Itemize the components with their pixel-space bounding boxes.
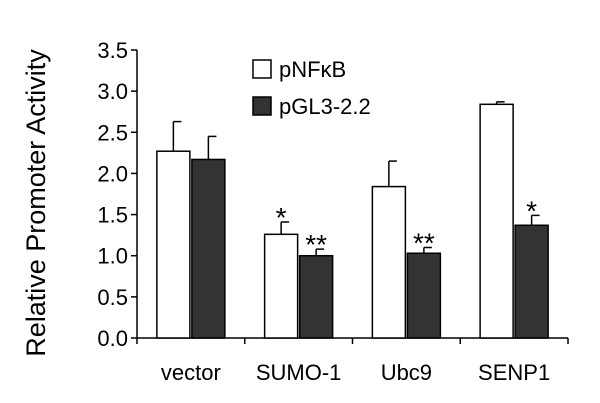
- x-category-label: SUMO-1: [256, 360, 342, 385]
- y-tick-label: 3.0: [97, 79, 128, 104]
- significance-marker: *: [276, 202, 287, 233]
- y-tick-label: 2.5: [97, 120, 128, 145]
- bars: *** ***: [156, 101, 549, 339]
- x-category-label: SENP1: [478, 360, 550, 385]
- y-tick-label: 0.0: [97, 326, 128, 351]
- y-tick-label: 1.0: [97, 244, 128, 269]
- significance-marker: *: [526, 195, 537, 226]
- bar-pnfkb-ubc9: [371, 185, 407, 339]
- bar-pgl3-sumo-1: [298, 254, 334, 339]
- significance-marker: **: [305, 229, 327, 260]
- y-tick-label: 1.5: [97, 203, 128, 228]
- legend-label: pGL3-2.2: [279, 94, 371, 119]
- legend-swatch: [252, 59, 272, 79]
- y-tick-label: 3.5: [97, 38, 128, 63]
- x-axis: vector SUMO-1 Ubc9 SENP1: [136, 337, 569, 385]
- legend: pNFκB pGL3-2.2: [252, 57, 371, 119]
- bar-pgl3-senp1: [514, 224, 549, 339]
- y-axis: 0.0 0.5 1.0 1.5 2.0 2.5 3.0 3.5: [97, 38, 138, 351]
- bar-pnfkb-senp1: [479, 103, 514, 339]
- bar-pnfkb-vector: [156, 150, 191, 339]
- bar-pgl3-vector: [191, 158, 226, 339]
- legend-label: pNFκB: [279, 57, 346, 82]
- significance-marker: **: [413, 227, 435, 258]
- bar-pgl3-ubc9: [406, 252, 442, 339]
- x-category-label: Ubc9: [381, 360, 432, 385]
- y-axis-label: Relative Promoter Activity: [21, 49, 51, 357]
- y-tick-label: 2.0: [97, 161, 128, 186]
- x-category-label: vector: [161, 360, 221, 385]
- y-tick-label: 0.5: [97, 285, 128, 310]
- bar-pnfkb-sumo-1: [263, 233, 299, 339]
- legend-swatch: [252, 96, 272, 116]
